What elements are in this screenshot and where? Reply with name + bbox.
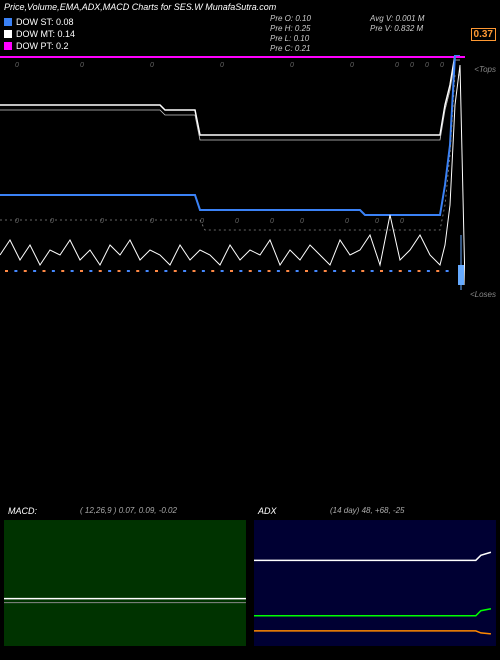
legend-swatch [4, 18, 12, 26]
legend: DOW ST: 0.08DOW MT: 0.14DOW PT: 0.2 [4, 16, 75, 52]
macd-plot [4, 520, 246, 646]
indicator-charts: MACD: ( 12,26,9 ) 0.07, 0.09, -0.02 ADX … [0, 520, 500, 660]
legend-swatch [4, 30, 12, 38]
svg-text:0: 0 [400, 218, 404, 225]
svg-text:0: 0 [235, 218, 239, 225]
legend-label: DOW PT: 0.2 [16, 40, 69, 52]
svg-text:0: 0 [410, 62, 414, 69]
svg-text:0: 0 [200, 218, 204, 225]
current-price: 0.37 [471, 28, 496, 41]
macd-title: MACD: [8, 506, 37, 516]
svg-text:0: 0 [50, 218, 54, 225]
macd-chart: MACD: ( 12,26,9 ) 0.07, 0.09, -0.02 [0, 520, 250, 660]
chart-title: Price,Volume,EMA,ADX,MACD Charts for SES… [4, 2, 276, 12]
svg-text:0: 0 [270, 218, 274, 225]
adx-title: ADX [258, 506, 277, 516]
tops-label: <Tops [474, 65, 496, 74]
macd-values: ( 12,26,9 ) 0.07, 0.09, -0.02 [80, 506, 177, 515]
svg-text:0: 0 [345, 218, 349, 225]
svg-text:0: 0 [150, 62, 154, 69]
legend-label: DOW MT: 0.14 [16, 28, 75, 40]
svg-text:0: 0 [15, 218, 19, 225]
loses-label: <Loses [470, 290, 496, 299]
adx-plot [254, 520, 496, 646]
svg-text:0: 0 [300, 218, 304, 225]
svg-text:0: 0 [350, 62, 354, 69]
legend-item: DOW MT: 0.14 [4, 28, 75, 40]
svg-text:0: 0 [425, 62, 429, 69]
svg-text:0: 0 [375, 218, 379, 225]
legend-label: DOW ST: 0.08 [16, 16, 74, 28]
svg-text:0: 0 [100, 218, 104, 225]
main-price-chart: 0 0 0 0 0 0 0 0 0 0 0 0 0 0 0 0 0 0 0 0 0 [0, 55, 465, 335]
ohlc-info: Pre O: 0.10Pre H: 0.25Pre L: 0.10Pre C: … [270, 14, 311, 54]
legend-swatch [4, 42, 12, 50]
svg-text:0: 0 [80, 62, 84, 69]
svg-text:0: 0 [440, 62, 444, 69]
svg-text:0: 0 [220, 62, 224, 69]
legend-item: DOW PT: 0.2 [4, 40, 75, 52]
adx-chart: ADX (14 day) 48, +68, -25 [250, 520, 500, 660]
legend-item: DOW ST: 0.08 [4, 16, 75, 28]
svg-text:0: 0 [150, 218, 154, 225]
adx-values: (14 day) 48, +68, -25 [330, 506, 405, 515]
svg-text:0: 0 [15, 62, 19, 69]
svg-text:0: 0 [290, 62, 294, 69]
volume-info: Avg V: 0.001 MPre V: 0.832 M [370, 14, 424, 34]
svg-text:0: 0 [395, 62, 399, 69]
